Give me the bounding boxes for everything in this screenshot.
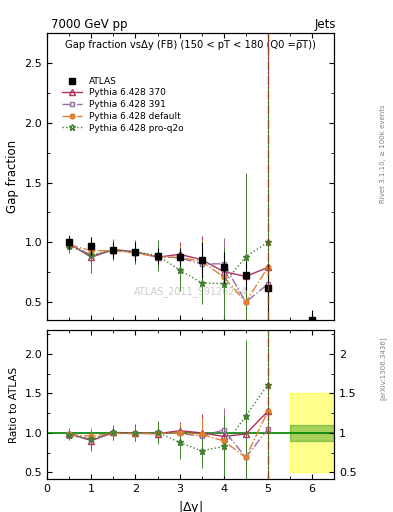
Text: Jets: Jets (314, 18, 336, 31)
Y-axis label: Gap fraction: Gap fraction (6, 140, 19, 213)
Text: Gap fraction vsΔy (FB) (150 < pT < 180 (Q0 =ρ̅T)): Gap fraction vsΔy (FB) (150 < pT < 180 (… (65, 40, 316, 51)
X-axis label: |$\Delta$y|: |$\Delta$y| (178, 499, 203, 512)
Text: 7000 GeV pp: 7000 GeV pp (51, 18, 128, 31)
Text: Rivet 3.1.10, ≥ 100k events: Rivet 3.1.10, ≥ 100k events (380, 104, 386, 203)
Text: [arXiv:1306.3436]: [arXiv:1306.3436] (380, 337, 387, 400)
Text: ATLAS_2011_S9126244: ATLAS_2011_S9126244 (134, 286, 248, 297)
Y-axis label: Ratio to ATLAS: Ratio to ATLAS (9, 367, 19, 442)
Legend: ATLAS, Pythia 6.428 370, Pythia 6.428 391, Pythia 6.428 default, Pythia 6.428 pr: ATLAS, Pythia 6.428 370, Pythia 6.428 39… (57, 72, 188, 137)
